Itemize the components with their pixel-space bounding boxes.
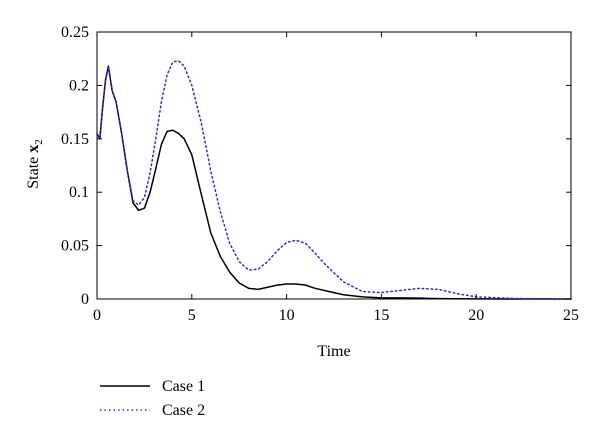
series-layer <box>96 60 572 300</box>
plot-frame <box>96 31 572 300</box>
y-tick-label: 0.05 <box>61 238 89 255</box>
y-tick-label: 0.15 <box>61 131 89 148</box>
legend: Case 1 Case 2 <box>100 378 205 419</box>
legend-label-case-1: Case 1 <box>162 378 205 395</box>
plot-area-border <box>96 31 572 300</box>
y-tick-label: 0.1 <box>69 184 89 201</box>
x-tick-label: 20 <box>468 307 484 324</box>
y-axis-label-subscript: 2 <box>33 139 45 145</box>
x-tick-label: 15 <box>373 307 389 324</box>
x-tick-label: 0 <box>93 307 101 324</box>
x-tick-label: 25 <box>563 307 579 324</box>
series-line-case-2 <box>96 60 572 300</box>
y-axis-label-variable: x <box>25 145 42 153</box>
ticks-layer: 0 5 10 15 20 25 0 0.05 0.1 0.15 0.2 0.25 <box>61 24 579 324</box>
y-tick-label: 0.25 <box>61 24 89 41</box>
series-line-case-1 <box>96 65 572 300</box>
x-axis-label: Time <box>317 343 350 360</box>
legend-label-case-2: Case 2 <box>162 402 205 419</box>
y-axis-label-prefix: State <box>25 153 42 189</box>
y-tick-label: 0 <box>81 291 89 308</box>
y-axis-label: State x2 <box>25 139 45 189</box>
x-tick-label: 5 <box>188 307 196 324</box>
y-tick-label: 0.2 <box>69 77 89 94</box>
x-tick-label: 10 <box>279 307 295 324</box>
